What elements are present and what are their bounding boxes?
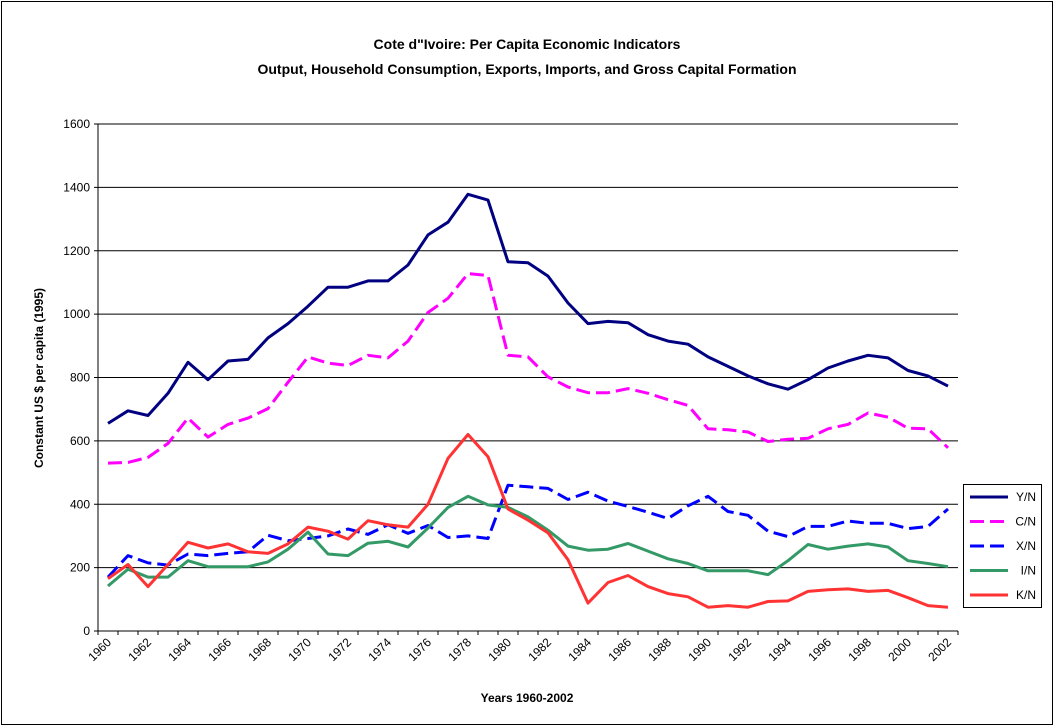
y-tick-label: 400 — [70, 497, 90, 511]
legend-label: X/N — [1016, 539, 1036, 553]
series-line — [107, 192, 949, 425]
series-line — [107, 272, 950, 465]
y-tick-label: 600 — [70, 434, 90, 448]
y-tick-label: 1600 — [63, 117, 90, 131]
chart-subtitle: Output, Household Consumption, Exports, … — [257, 61, 796, 77]
legend-label: Y/N — [1016, 490, 1036, 504]
y-tick-label: 1200 — [63, 244, 90, 258]
legend-label: K/N — [1016, 588, 1036, 602]
y-tick-label: 800 — [70, 371, 90, 385]
y-tick-label: 1000 — [63, 307, 90, 321]
legend-label: C/N — [1015, 515, 1036, 529]
y-tick-label: 200 — [70, 561, 90, 575]
series-line — [107, 494, 949, 588]
y-axis-label: Constant US $ per capita (1995) — [32, 288, 46, 468]
y-tick-label: 1400 — [63, 180, 90, 194]
x-axis-label: Years 1960-2002 — [481, 691, 574, 705]
chart-title: Cote d"Ivoire: Per Capita Economic Indic… — [374, 36, 681, 52]
series-line — [107, 433, 949, 609]
legend-label: I/N — [1021, 564, 1036, 578]
y-tick-label: 0 — [83, 624, 90, 638]
